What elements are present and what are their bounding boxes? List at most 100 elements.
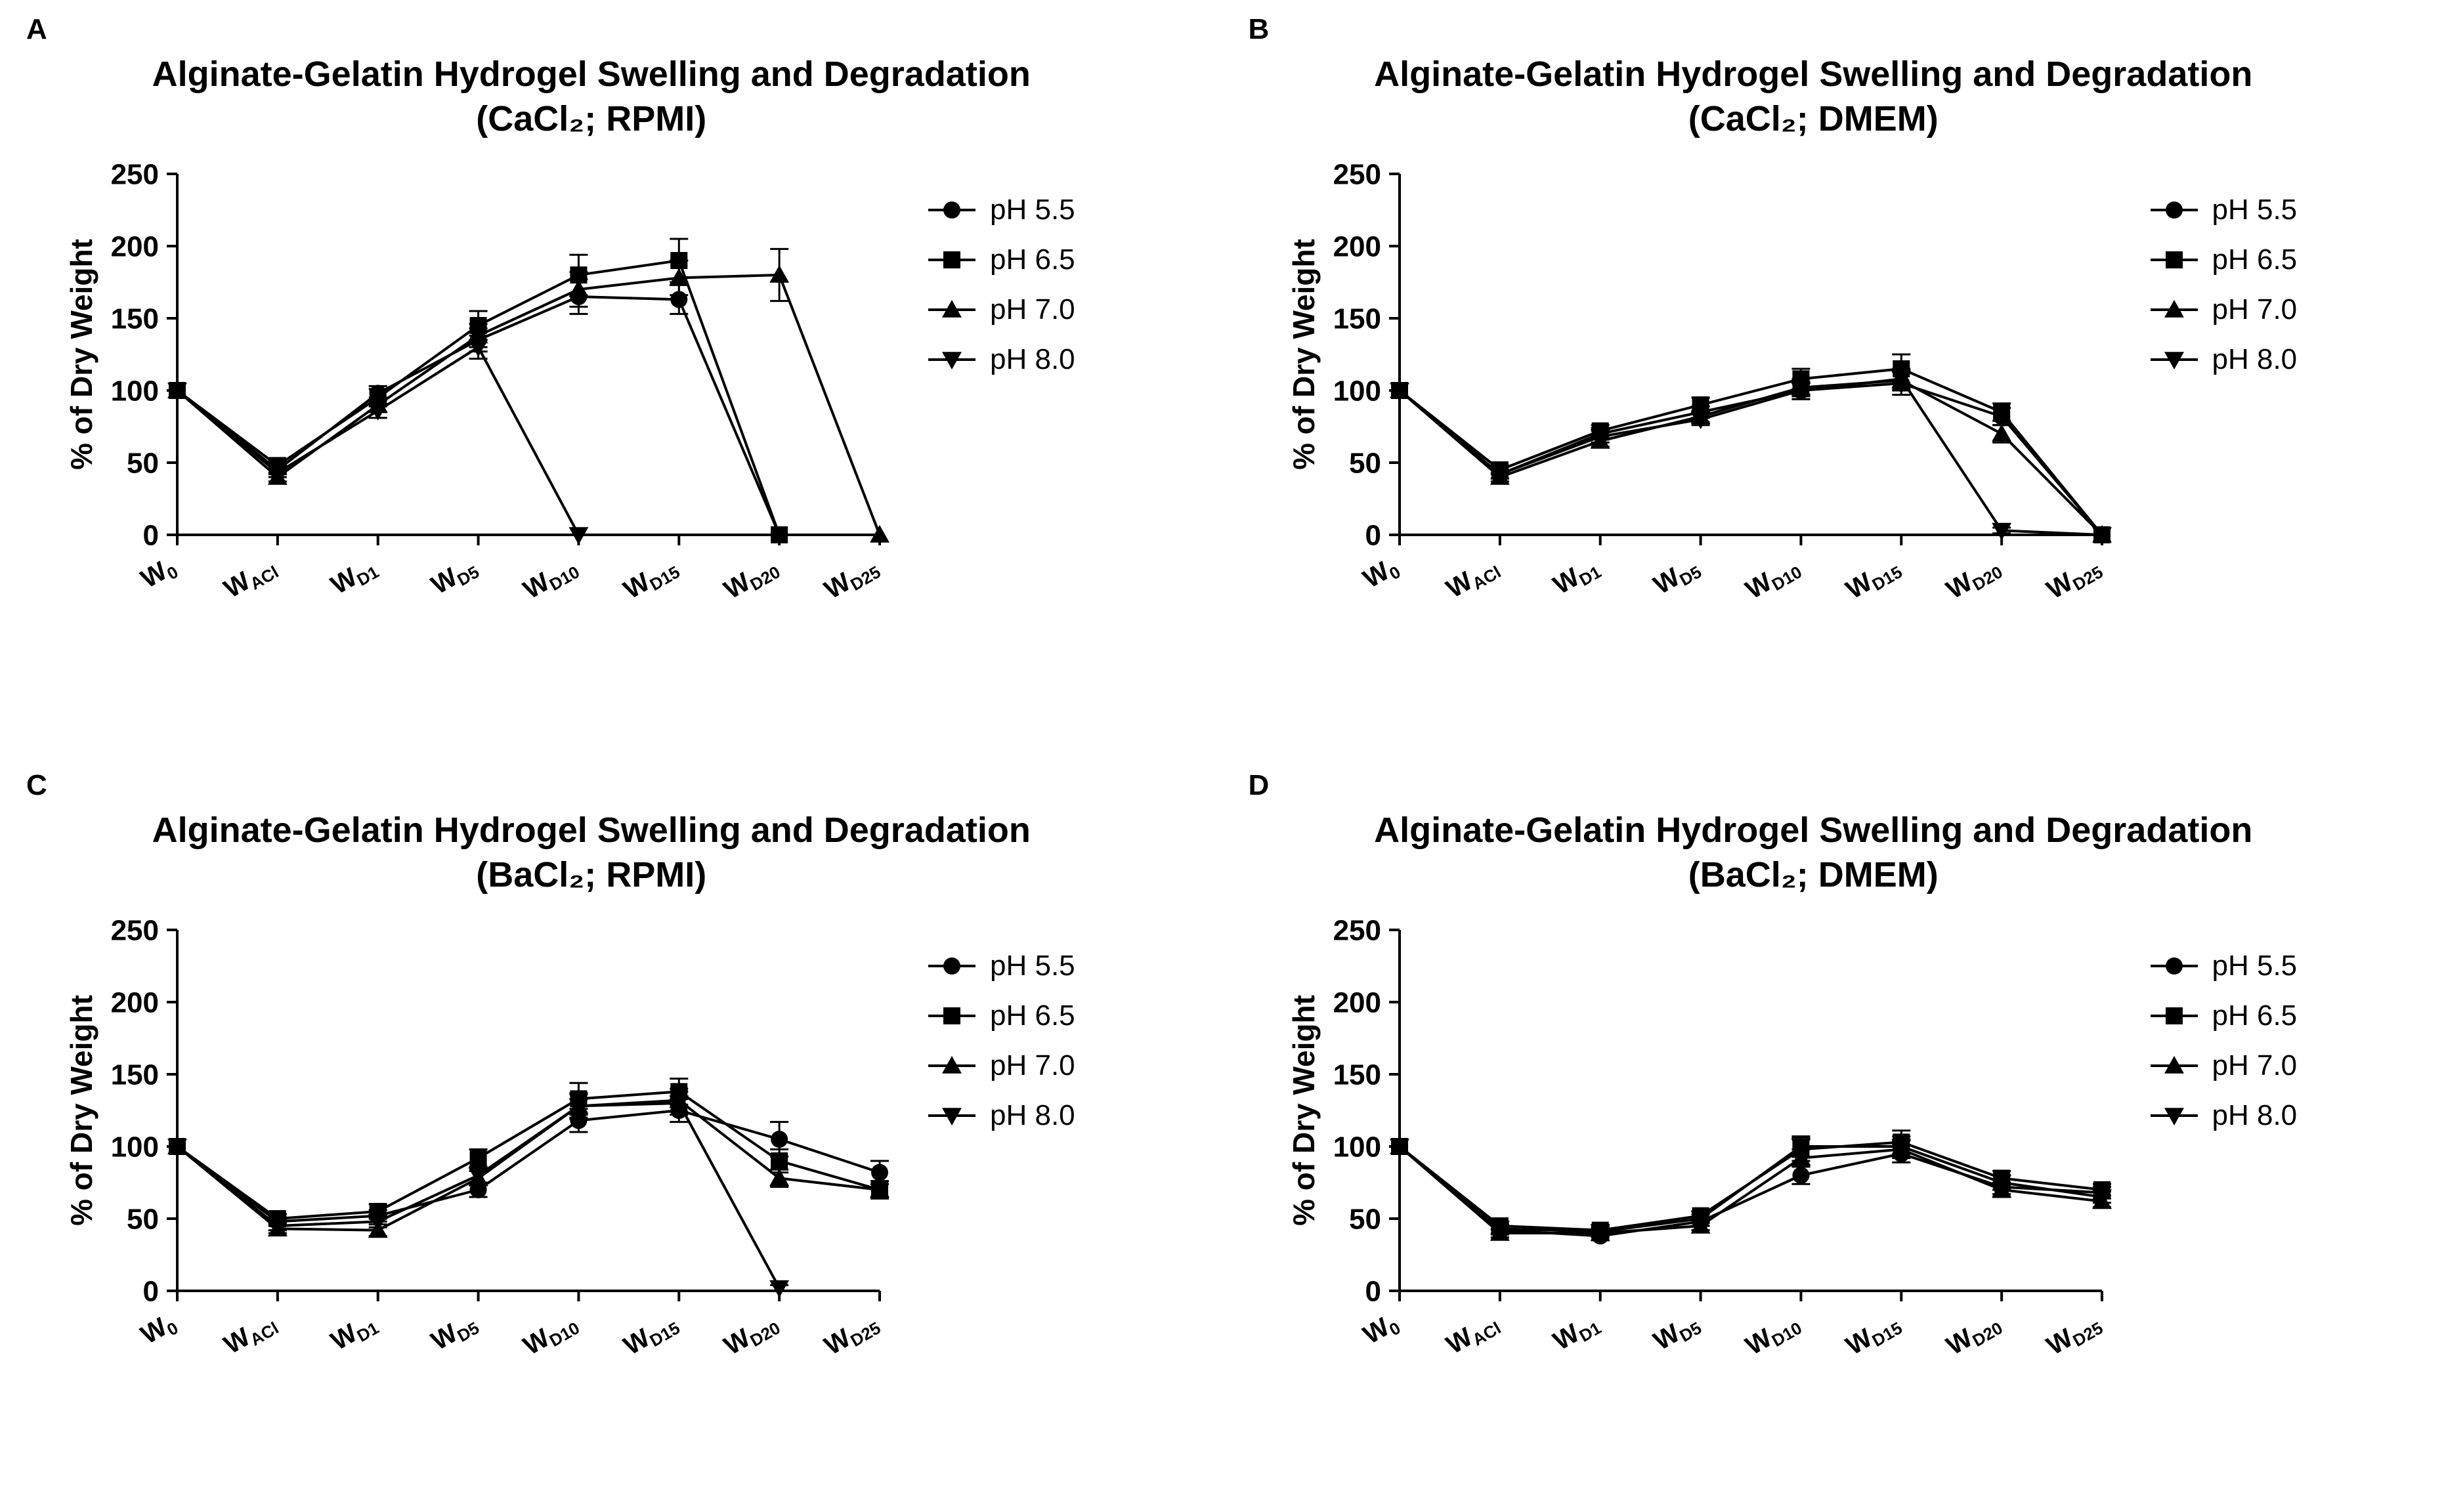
svg-text:WACl: WACl <box>1441 552 1503 606</box>
circle-icon <box>926 197 978 223</box>
plot-wrap: 050100150200250% of Dry WeightW0WAClWD1W… <box>1275 910 2405 1409</box>
triangle-down-icon <box>926 1102 978 1129</box>
svg-text:0: 0 <box>1365 1275 1381 1307</box>
svg-text:WD1: WD1 <box>326 552 382 602</box>
svg-text:50: 50 <box>1349 1203 1381 1235</box>
legend-item: pH 5.5 <box>2148 950 2298 982</box>
svg-text:WD1: WD1 <box>1548 552 1604 602</box>
svg-text:WD25: WD25 <box>2042 1308 2106 1363</box>
svg-text:% of Dry Weight: % of Dry Weight <box>64 239 98 470</box>
svg-text:WD10: WD10 <box>519 552 583 607</box>
svg-text:WD5: WD5 <box>1648 552 1704 602</box>
legend-label: pH 5.5 <box>990 194 1075 226</box>
legend-label: pH 8.0 <box>2212 1099 2298 1132</box>
svg-text:W0: W0 <box>136 1308 181 1352</box>
legend-label: pH 7.0 <box>990 293 1075 326</box>
circle-icon <box>926 953 978 979</box>
svg-text:WD10: WD10 <box>519 1308 583 1363</box>
square-icon <box>926 1003 978 1029</box>
triangle-up-icon <box>926 297 978 323</box>
legend: pH 5.5 pH 6.5 pH 7.0 pH 8.0 <box>2148 194 2298 393</box>
legend: pH 5.5pH 6.5pH 7.0pH 8.0 <box>926 194 1075 393</box>
svg-text:0: 0 <box>143 1275 159 1307</box>
legend-item: pH 5.5 <box>926 950 1075 982</box>
svg-text:WD20: WD20 <box>719 1308 784 1363</box>
svg-text:50: 50 <box>1349 447 1381 479</box>
triangle-down-icon <box>926 346 978 373</box>
figure-page: { "global": { "panel_letters": ["A", "B"… <box>0 0 2444 1512</box>
svg-text:0: 0 <box>1365 519 1381 551</box>
panel-letter: B <box>1249 13 1270 46</box>
square-icon <box>2148 247 2200 273</box>
panel-title: Alginate-Gelatin Hydrogel Swelling and D… <box>144 52 1039 141</box>
line-chart: 050100150200250% of Dry WeightW0WAClWD1W… <box>53 910 906 1409</box>
legend-item: pH 6.5 <box>926 243 1075 276</box>
svg-text:WD5: WD5 <box>427 552 482 602</box>
legend-label: pH 6.5 <box>2212 999 2298 1032</box>
svg-text:100: 100 <box>1333 1131 1381 1163</box>
svg-text:150: 150 <box>1333 1059 1381 1091</box>
legend-label: pH 6.5 <box>2212 243 2298 276</box>
svg-text:150: 150 <box>111 303 159 335</box>
legend-item: pH 8.0 <box>926 1099 1075 1132</box>
panel-letter: D <box>1249 769 1270 802</box>
triangle-up-icon <box>2148 297 2200 323</box>
line-chart: 050100150200250% of Dry WeightW0WAClWD1W… <box>1275 910 2128 1409</box>
panel-title: Alginate-Gelatin Hydrogel Swelling and D… <box>1367 808 2261 897</box>
panel-title: Alginate-Gelatin Hydrogel Swelling and D… <box>144 808 1039 897</box>
triangle-down-icon <box>2148 346 2200 373</box>
legend-item: pH 5.5 <box>926 194 1075 226</box>
svg-text:% of Dry Weight: % of Dry Weight <box>1287 995 1321 1226</box>
svg-text:WD15: WD15 <box>1841 1308 1905 1363</box>
svg-text:250: 250 <box>111 914 159 946</box>
svg-text:WD25: WD25 <box>819 1308 884 1363</box>
legend-label: pH 7.0 <box>2212 1049 2298 1082</box>
svg-text:250: 250 <box>111 158 159 190</box>
svg-text:WACl: WACl <box>1441 1308 1503 1362</box>
svg-text:WD20: WD20 <box>719 552 784 607</box>
legend-label: pH 7.0 <box>2212 293 2298 326</box>
svg-text:200: 200 <box>1333 986 1381 1018</box>
svg-text:WD1: WD1 <box>1548 1308 1604 1358</box>
svg-text:0: 0 <box>143 519 159 551</box>
plot-wrap: 050100150200250% of Dry WeightW0WAClWD1W… <box>53 910 1183 1409</box>
triangle-down-icon <box>2148 1102 2200 1129</box>
legend-item: pH 6.5 <box>926 999 1075 1032</box>
svg-text:WD20: WD20 <box>1941 1308 2005 1363</box>
line-chart: 050100150200250% of Dry WeightW0WAClWD1W… <box>53 154 906 653</box>
legend-label: pH 6.5 <box>990 243 1075 276</box>
svg-text:WD20: WD20 <box>1941 552 2005 607</box>
svg-text:100: 100 <box>111 375 159 407</box>
svg-text:WD5: WD5 <box>427 1308 482 1358</box>
legend-label: pH 8.0 <box>990 1099 1075 1132</box>
svg-text:150: 150 <box>111 1059 159 1091</box>
legend: pH 5.5 pH 6.5 pH 7.0 pH 8.0 <box>2148 950 2298 1149</box>
svg-text:WD15: WD15 <box>1841 552 1905 607</box>
svg-text:WD5: WD5 <box>1648 1308 1704 1358</box>
legend-item: pH 7.0 <box>926 1049 1075 1082</box>
svg-text:W0: W0 <box>1358 552 1404 596</box>
svg-text:WD25: WD25 <box>2042 552 2106 607</box>
legend-item: pH 8.0 <box>2148 343 2298 376</box>
svg-text:50: 50 <box>127 1203 159 1235</box>
svg-text:% of Dry Weight: % of Dry Weight <box>1287 239 1321 470</box>
panel-B: B Alginate-Gelatin Hydrogel Swelling and… <box>1222 0 2444 756</box>
panel-C: C Alginate-Gelatin Hydrogel Swelling and… <box>0 756 1222 1512</box>
panel-D: D Alginate-Gelatin Hydrogel Swelling and… <box>1222 756 2444 1512</box>
svg-text:WD1: WD1 <box>326 1308 382 1358</box>
svg-text:100: 100 <box>111 1131 159 1163</box>
plot-wrap: 050100150200250% of Dry WeightW0WAClWD1W… <box>53 154 1183 653</box>
panel-letter: A <box>26 13 47 46</box>
panel-grid: A Alginate-Gelatin Hydrogel Swelling and… <box>0 0 2444 1512</box>
legend-item: pH 7.0 <box>926 293 1075 326</box>
panel-A: A Alginate-Gelatin Hydrogel Swelling and… <box>0 0 1222 756</box>
svg-text:WACl: WACl <box>219 1308 282 1362</box>
legend-item: pH 5.5 <box>2148 194 2298 226</box>
legend-label: pH 8.0 <box>2212 343 2298 376</box>
svg-text:100: 100 <box>1333 375 1381 407</box>
svg-text:WD10: WD10 <box>1740 1308 1805 1363</box>
legend-label: pH 6.5 <box>990 999 1075 1032</box>
legend-item: pH 8.0 <box>2148 1099 2298 1132</box>
svg-text:200: 200 <box>111 230 159 262</box>
panel-title: Alginate-Gelatin Hydrogel Swelling and D… <box>1367 52 2261 141</box>
